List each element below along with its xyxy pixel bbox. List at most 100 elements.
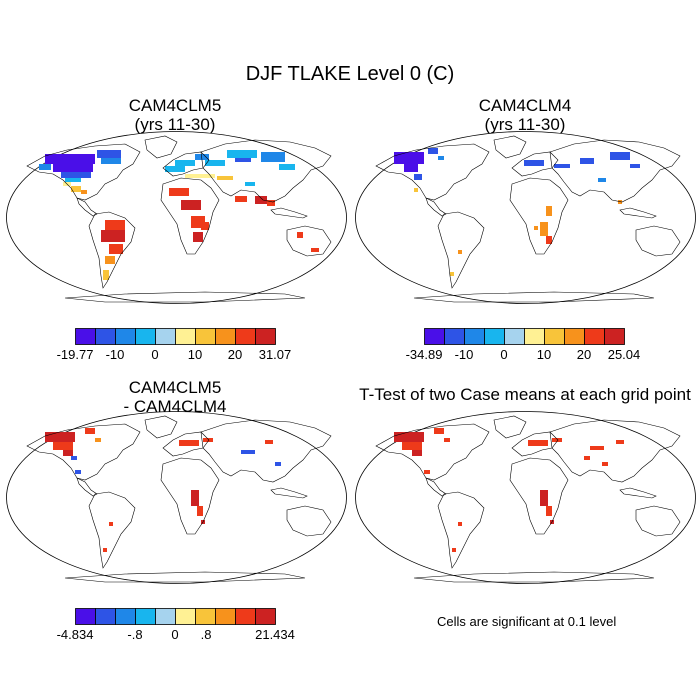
grid-cell [185,174,215,178]
grid-cell [444,438,450,442]
colorbar-swatch [215,328,236,345]
colorbar-swatch [155,328,176,345]
grid-cell [554,164,570,168]
colorbar-tick-label: 25.04 [607,347,641,362]
coastline-greenland [144,415,178,439]
grid-cell [618,200,622,204]
colorbar-swatch [255,608,276,625]
coastline-indonesia [619,487,657,499]
coastline-south-america [437,491,485,569]
colorbar-difference [75,608,276,625]
coastline-north-america [375,423,490,481]
colorbar-cam4clm5 [75,328,276,345]
grid-cell [540,490,548,506]
grid-cell [265,440,273,444]
colorbar-swatch [524,328,545,345]
colorbar-swatch [235,328,256,345]
colorbar-tick-label: -19.77 [56,347,94,362]
grid-cell [217,176,233,180]
map-boundary [355,411,696,584]
panel3-title-line2: - CAM4CLM4 [123,397,227,416]
colorbar-swatch [95,608,116,625]
grid-cell [197,506,203,516]
map-cam4clm5 [6,131,347,304]
colorbar-swatch [155,608,176,625]
map-cam4clm4 [355,131,696,304]
colorbar-swatch [564,328,585,345]
grid-cell [546,506,552,516]
grid-cell [424,470,430,474]
coastline-australia [286,225,332,257]
coastline-greenland [493,415,527,439]
grid-cell [452,548,456,552]
colorbar-swatch [135,328,156,345]
colorbar-swatch [95,328,116,345]
colorbar-swatch [444,328,465,345]
grid-cell [53,164,93,172]
grid-cell [590,446,604,450]
coastline-north-america [375,143,490,201]
grid-cell [191,490,199,506]
grid-cell [458,522,462,526]
coastline-europe [162,431,210,457]
grid-cell [105,256,115,264]
coastline-antarctica [413,571,655,583]
coastline-greenland [144,135,178,159]
grid-cell [235,196,247,202]
grid-cell [267,200,275,206]
colorbar-swatch [115,608,136,625]
coastline-africa [509,457,569,535]
coastline-indonesia [270,207,308,219]
panel1-title-line2: (yrs 11-30) [134,115,216,134]
grid-cell [412,450,422,456]
colorbar-tick-label: 0 [500,347,508,362]
grid-cell [65,178,81,182]
grid-cell [97,150,121,158]
colorbar-tick-label: 0 [151,347,159,362]
grid-cell [101,158,121,164]
grid-cell [45,432,75,442]
colorbar-tick-label: -.8 [127,627,143,642]
coastline-asia [549,419,681,483]
colorbar-swatch [135,608,156,625]
grid-cell [103,548,107,552]
panel3-title: CAM4CLM5 - CAM4CLM4 [75,378,275,416]
colorbar-swatch [75,328,96,345]
colorbar-tick-label: 20 [576,347,592,362]
grid-cell [414,174,422,180]
grid-cell [279,164,295,170]
colorbar-swatch [255,328,276,345]
grid-cell [71,456,77,460]
grid-cell [616,440,624,444]
grid-cell [241,450,255,454]
grid-cell [101,230,125,242]
grid-cell [105,220,125,230]
grid-cell [540,222,548,236]
grid-cell [227,150,257,158]
panel1-title: CAM4CLM5 (yrs 11-30) [75,96,275,134]
coastline-central-america [425,197,447,217]
coastline-indonesia [270,487,308,499]
coastline-central-america [76,477,98,497]
grid-cell [552,438,562,442]
coastline-greenland [493,135,527,159]
map-difference [6,411,347,584]
coastline-europe [511,151,559,177]
significance-note: Cells are significant at 0.1 level [437,614,617,629]
grid-cell [203,438,213,442]
colorbar-swatch [195,328,216,345]
grid-cell [195,154,209,160]
grid-cell [394,432,424,442]
grid-cell [109,522,113,526]
coastline-africa [160,177,220,255]
grid-cell [53,442,73,450]
coastline-central-america [76,197,98,217]
colorbar-swatch [544,328,565,345]
colorbar-swatch [584,328,605,345]
coastline-south-america [88,491,136,569]
coastline-asia [549,139,681,203]
grid-cell [546,206,552,216]
grid-cell [610,152,630,160]
colorbar-swatch [75,608,96,625]
grid-cell [71,186,81,192]
